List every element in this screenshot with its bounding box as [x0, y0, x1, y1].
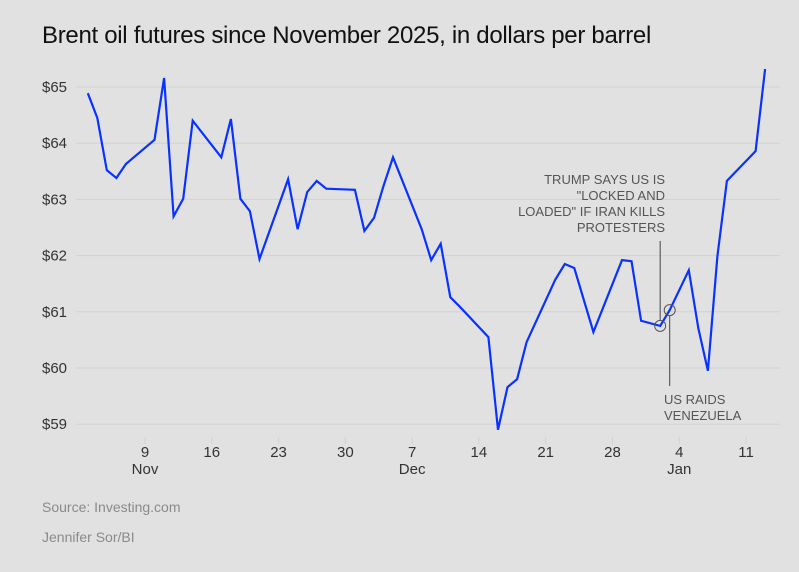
x-tick-label: 14 — [471, 444, 488, 461]
y-tick-label: $59 — [42, 416, 67, 433]
venezuela-annotation-text: US RAIDS — [664, 392, 726, 407]
trump-annotation-text: LOADED" IF IRAN KILLS — [518, 204, 665, 219]
x-tick-label: 16 — [203, 444, 220, 461]
x-tick-label: 4 — [675, 444, 683, 461]
y-tick-label: $64 — [42, 135, 67, 152]
source-note: Source: Investing.com — [42, 499, 181, 515]
venezuela-annotation-text: VENEZUELA — [664, 408, 742, 423]
x-month-label: Jan — [667, 461, 691, 478]
trump-annotation-text: "LOCKED AND — [577, 188, 665, 203]
credit-note: Jennifer Sor/BI — [42, 529, 135, 545]
y-tick-label: $63 — [42, 191, 67, 208]
trump-annotation-marker — [654, 319, 667, 332]
x-tick-label: 23 — [270, 444, 287, 461]
x-tick-label: 28 — [604, 444, 621, 461]
y-tick-label: $62 — [42, 248, 67, 265]
x-tick-label: 9 — [141, 444, 149, 461]
y-tick-label: $60 — [42, 360, 67, 377]
x-tick-label: 21 — [537, 444, 554, 461]
x-month-label: Dec — [399, 461, 426, 478]
brent-price-line — [86, 68, 767, 431]
y-tick-label: $65 — [42, 79, 67, 96]
x-month-label: Nov — [132, 461, 159, 478]
chart-title: Brent oil futures since November 2025, i… — [42, 22, 651, 49]
y-tick-label: $61 — [42, 304, 67, 321]
x-tick-label: 30 — [337, 444, 354, 461]
x-tick-label: 7 — [408, 444, 416, 461]
venezuela-annotation-marker — [663, 304, 676, 317]
trump-annotation-text: PROTESTERS — [577, 220, 665, 235]
x-tick-label: 11 — [738, 444, 754, 461]
trump-annotation-text: TRUMP SAYS US IS — [544, 172, 665, 187]
